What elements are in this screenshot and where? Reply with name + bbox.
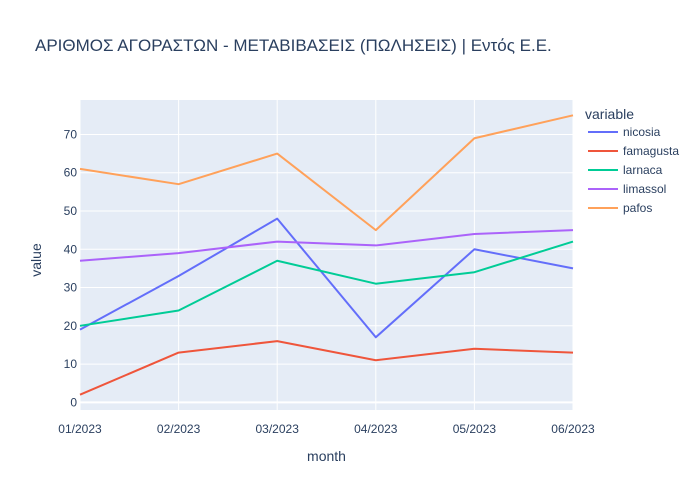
y-tick-label: 10: [64, 357, 78, 371]
y-tick-label: 20: [64, 319, 78, 333]
y-tick-label: 0: [70, 395, 77, 409]
x-axis-title: month: [307, 448, 346, 464]
legend-label-pafos: pafos: [623, 201, 652, 215]
series-line-larnaca: [79, 240, 574, 327]
series-lines: [79, 114, 574, 396]
y-tick-label: 50: [64, 204, 78, 218]
x-tick-label: 02/2023: [157, 422, 201, 436]
x-tick-label: 03/2023: [256, 422, 300, 436]
y-tick-label: 70: [64, 127, 78, 141]
series-line-pafos: [79, 114, 574, 232]
x-tick-label: 04/2023: [354, 422, 398, 436]
chart-title: ΑΡΙΘΜΟΣ ΑΓΟΡΑΣΤΩΝ - ΜΕΤΑΒΙΒΑΣΕΙΣ (ΠΩΛΗΣΕ…: [35, 36, 552, 55]
legend-title: variable: [585, 106, 634, 122]
x-tick-label: 05/2023: [453, 422, 497, 436]
y-tick-label: 40: [64, 242, 78, 256]
legend-label-larnaca: larnaca: [623, 163, 663, 177]
series-line-limassol: [79, 229, 574, 262]
legend-label-famagusta: famagusta: [623, 144, 679, 158]
gridlines: [79, 100, 574, 410]
y-tick-label: 30: [64, 281, 78, 295]
y-tick-label: 60: [64, 166, 78, 180]
y-axis-title: value: [28, 243, 44, 277]
series-line-nicosia: [79, 217, 574, 339]
legend-label-nicosia: nicosia: [623, 125, 661, 139]
legend-label-limassol: limassol: [623, 182, 666, 196]
legend: variable nicosia famagusta larnaca limassol…: [585, 106, 679, 215]
x-tick-label: 01/2023: [58, 422, 102, 436]
series-line-famagusta: [79, 340, 574, 396]
tick-labels: 01/2023 02/2023 03/2023 04/2023 05/2023 06/20…: [58, 127, 595, 436]
x-tick-label: 06/2023: [551, 422, 595, 436]
